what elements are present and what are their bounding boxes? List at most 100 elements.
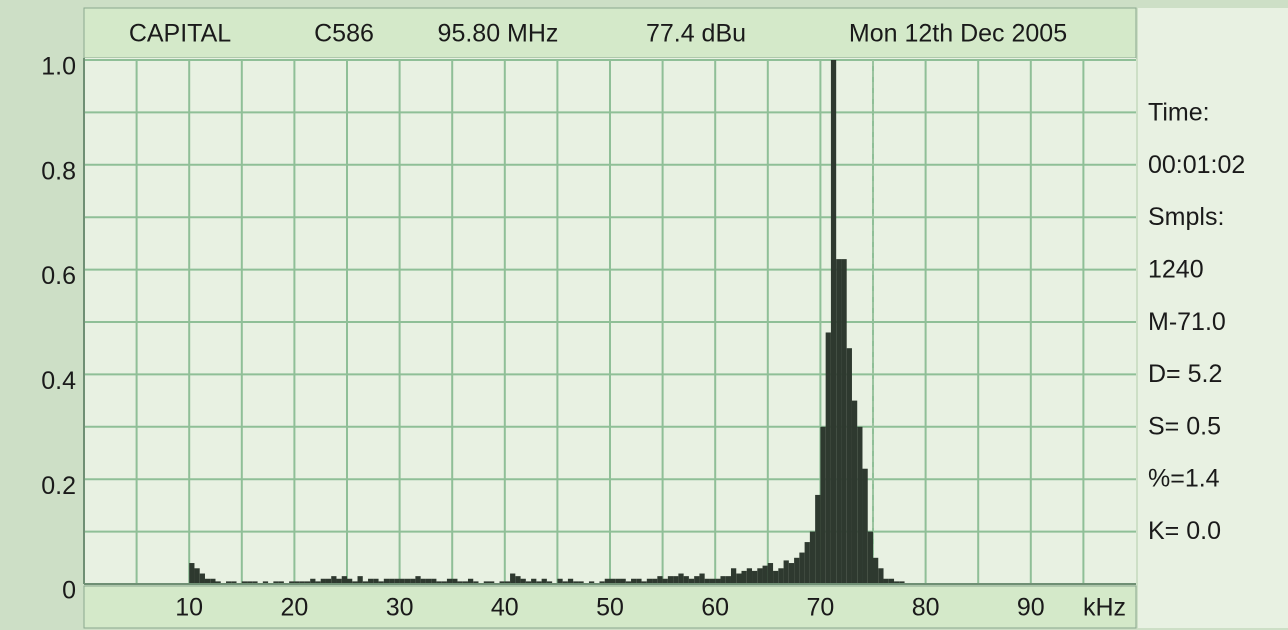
- bar: [720, 576, 726, 584]
- bar: [599, 581, 605, 584]
- bar: [483, 581, 490, 584]
- x-tick-label: 10: [175, 594, 203, 622]
- bar: [815, 494, 821, 584]
- bar: [394, 578, 400, 584]
- bar: [467, 578, 474, 584]
- bar: [499, 581, 505, 584]
- x-tick-label: 80: [912, 594, 940, 622]
- bar: [278, 581, 284, 584]
- bar: [215, 581, 221, 584]
- header-text: CAPITAL: [129, 20, 231, 48]
- bar: [199, 573, 205, 584]
- bar: [557, 578, 563, 584]
- bar: [310, 578, 316, 584]
- bar: [420, 578, 426, 584]
- bar: [736, 573, 742, 584]
- header-text: 77.4 dBu: [646, 20, 746, 48]
- bar: [546, 581, 553, 584]
- bar: [604, 578, 610, 584]
- bar: [436, 581, 442, 584]
- bar: [415, 576, 421, 584]
- bar: [431, 578, 437, 584]
- bar: [352, 581, 358, 584]
- bar: [510, 573, 516, 584]
- bar: [462, 581, 468, 584]
- bar: [862, 468, 868, 584]
- y-tick-label: 0.6: [41, 262, 76, 290]
- bar: [247, 581, 253, 584]
- bar: [873, 557, 879, 584]
- bar: [788, 563, 795, 584]
- bar: [404, 578, 411, 584]
- bar: [357, 576, 363, 584]
- bar: [299, 581, 305, 584]
- bar: [752, 570, 758, 584]
- bar: [341, 576, 347, 584]
- bar: [825, 332, 831, 584]
- bar: [289, 581, 295, 584]
- bar: [320, 578, 326, 584]
- bar: [325, 578, 332, 584]
- bar: [273, 581, 279, 584]
- bar: [667, 576, 674, 584]
- bar: [410, 578, 416, 584]
- header-text: C586: [314, 20, 374, 48]
- stat-text: D= 5.2: [1148, 360, 1222, 388]
- bar: [515, 576, 521, 584]
- bar: [226, 581, 232, 584]
- bar: [657, 576, 663, 584]
- bar: [809, 531, 816, 584]
- bar: [189, 563, 195, 584]
- bar: [783, 560, 789, 584]
- x-tick-label: 50: [596, 594, 624, 622]
- bar: [541, 578, 547, 584]
- bar: [762, 565, 768, 584]
- bar: [615, 578, 621, 584]
- bar: [804, 542, 810, 584]
- bar: [888, 578, 895, 584]
- bar: [778, 568, 784, 584]
- y-tick-label: 0: [62, 577, 76, 605]
- x-unit: kHz: [1083, 594, 1126, 622]
- bar: [694, 576, 700, 584]
- stat-text: K= 0.0: [1148, 517, 1221, 545]
- bar: [730, 568, 737, 584]
- bar: [389, 578, 395, 584]
- bar: [194, 568, 200, 584]
- bar: [767, 563, 774, 584]
- bar: [567, 578, 574, 584]
- bar: [347, 578, 353, 584]
- bar: [520, 578, 526, 584]
- bar: [588, 581, 595, 584]
- bar: [725, 576, 731, 584]
- bar: [578, 581, 584, 584]
- y-tick-label: 1.0: [41, 53, 76, 81]
- bar: [841, 259, 847, 584]
- bar: [368, 578, 374, 584]
- bar: [794, 557, 800, 584]
- bar: [688, 578, 695, 584]
- bar: [294, 581, 300, 584]
- header-text: Mon 12th Dec 2005: [849, 20, 1067, 48]
- stat-text: 1240: [1148, 256, 1204, 284]
- stats-panel: [1138, 8, 1288, 628]
- bar: [757, 568, 763, 584]
- bar: [878, 568, 884, 584]
- bar: [662, 578, 668, 584]
- bar: [857, 426, 863, 584]
- bar: [231, 581, 237, 584]
- bar: [610, 578, 616, 584]
- bar: [373, 578, 379, 584]
- stat-text: %=1.4: [1148, 465, 1220, 493]
- stat-text: 00:01:02: [1148, 151, 1245, 179]
- bar: [894, 581, 900, 584]
- bar: [425, 578, 432, 584]
- bar: [573, 581, 579, 584]
- bar: [846, 348, 852, 584]
- bar: [741, 570, 747, 584]
- y-tick-label: 0.4: [41, 367, 76, 395]
- stat-text: Time:: [1148, 99, 1210, 127]
- bar: [683, 576, 689, 584]
- y-tick-label: 0.2: [41, 472, 76, 500]
